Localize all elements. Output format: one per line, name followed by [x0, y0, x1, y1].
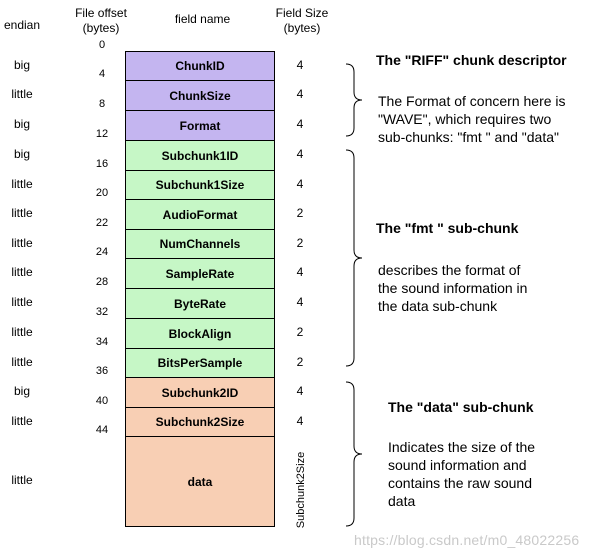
field-size-value: 2 — [296, 325, 304, 339]
file-offset-value: 34 — [95, 336, 109, 348]
field-name-column-header: field name — [174, 12, 231, 26]
file-offset-value: 32 — [95, 306, 109, 318]
size-header-line2: (bytes) — [283, 21, 321, 35]
field-cell-subchunk1id: Subchunk1ID — [125, 140, 275, 171]
fmt-desc-line: describes the format of — [378, 262, 521, 278]
file-offset-value: 20 — [95, 187, 109, 199]
file-offset-value: 28 — [95, 276, 109, 288]
offset-column-header: File offset (bytes) — [68, 6, 134, 36]
endian-value: little — [11, 413, 33, 428]
file-offset-value: 24 — [95, 246, 109, 258]
riff-brace — [342, 62, 366, 138]
field-cell-subchunk1size: Subchunk1Size — [125, 170, 275, 200]
file-offset-value: 40 — [95, 395, 109, 407]
endian-value: little — [11, 295, 33, 309]
data-desc-line: Indicates the size of the — [388, 439, 536, 455]
data-brace — [342, 380, 366, 528]
endian-value: little — [11, 265, 33, 279]
field-size-value: Subchunk2Size — [295, 451, 307, 529]
offset-header-line1: File offset — [75, 6, 127, 20]
riff-title: The "RIFF" chunk descriptor — [376, 52, 567, 68]
data-desc-line: data — [388, 493, 416, 509]
field-cell-audioformat: AudioFormat — [125, 199, 275, 230]
offset-header-line2: (bytes) — [82, 21, 120, 35]
endian-value: little — [11, 354, 33, 369]
field-size-value: 4 — [296, 117, 304, 131]
field-size-value: 2 — [296, 206, 304, 220]
endian-value: big — [13, 384, 30, 398]
field-cell-bitspersample: BitsPerSample — [125, 348, 275, 378]
file-offset-value: 22 — [95, 217, 109, 229]
endian-value: little — [11, 473, 33, 487]
field-size-value: 4 — [296, 295, 304, 309]
field-cell-chunkid: ChunkID — [125, 51, 275, 81]
endian-value: little — [11, 176, 33, 191]
file-offset-value: 16 — [95, 158, 109, 170]
field-cell-chunksize: ChunkSize — [125, 80, 275, 111]
data-desc-line: sound information and — [388, 457, 527, 473]
field-size-value: 2 — [296, 235, 304, 250]
field-cell-byterate: ByteRate — [125, 288, 275, 319]
field-cell-format: Format — [125, 110, 275, 141]
endian-value: little — [11, 325, 33, 339]
size-column-header: Field Size (bytes) — [264, 6, 340, 36]
size-header-line1: Field Size — [275, 6, 329, 20]
field-cell-blockalign: BlockAlign — [125, 318, 275, 349]
endian-column-header: endian — [3, 18, 41, 32]
field-cell-subchunk2id: Subchunk2ID — [125, 377, 275, 408]
field-cell-subchunk2size: Subchunk2Size — [125, 407, 275, 437]
field-cell-numchannels: NumChannels — [125, 229, 275, 259]
riff-desc-line: sub-chunks: "fmt " and "data" — [378, 129, 559, 145]
field-size-value: 4 — [296, 87, 304, 101]
field-size-value: 2 — [296, 354, 304, 369]
field-size-value: 4 — [296, 384, 304, 398]
field-size-value: 4 — [296, 57, 304, 72]
fmt-description: describes the format of the sound inform… — [378, 261, 527, 315]
fmt-title: The "fmt " sub-chunk — [376, 220, 519, 236]
endian-value: little — [11, 87, 33, 101]
endian-value: big — [13, 57, 30, 72]
data-title: The "data" sub-chunk — [388, 399, 534, 415]
riff-desc-line: The Format of concern here is — [378, 93, 566, 109]
endian-value: little — [11, 206, 33, 220]
fmt-brace — [342, 148, 366, 368]
file-offset-value: 36 — [95, 365, 109, 377]
data-desc-line: contains the raw sound — [388, 475, 532, 491]
file-offset-value: 12 — [95, 128, 109, 140]
file-offset-value: 4 — [98, 68, 106, 80]
endian-value: big — [13, 117, 30, 131]
endian-value: big — [13, 147, 30, 161]
data-description: Indicates the size of the sound informat… — [388, 438, 535, 510]
fmt-desc-line: the data sub-chunk — [378, 298, 498, 314]
field-size-value: 4 — [296, 176, 304, 191]
file-offset-value: 0 — [98, 39, 106, 51]
field-size-value: 4 — [296, 413, 304, 428]
riff-desc-line: "WAVE", which requires two — [378, 111, 552, 127]
file-offset-value: 44 — [95, 424, 109, 436]
riff-description: The Format of concern here is "WAVE", wh… — [378, 92, 566, 146]
field-cell-data: data — [125, 436, 275, 527]
file-offset-value: 8 — [98, 98, 106, 110]
field-cell-samplerate: SampleRate — [125, 258, 275, 289]
watermark: https://blog.csdn.net/m0_48022256 — [354, 532, 580, 548]
field-size-value: 4 — [296, 265, 304, 279]
field-size-value: 4 — [296, 147, 304, 161]
endian-value: little — [11, 235, 33, 250]
fmt-desc-line: the sound information in — [378, 280, 528, 296]
